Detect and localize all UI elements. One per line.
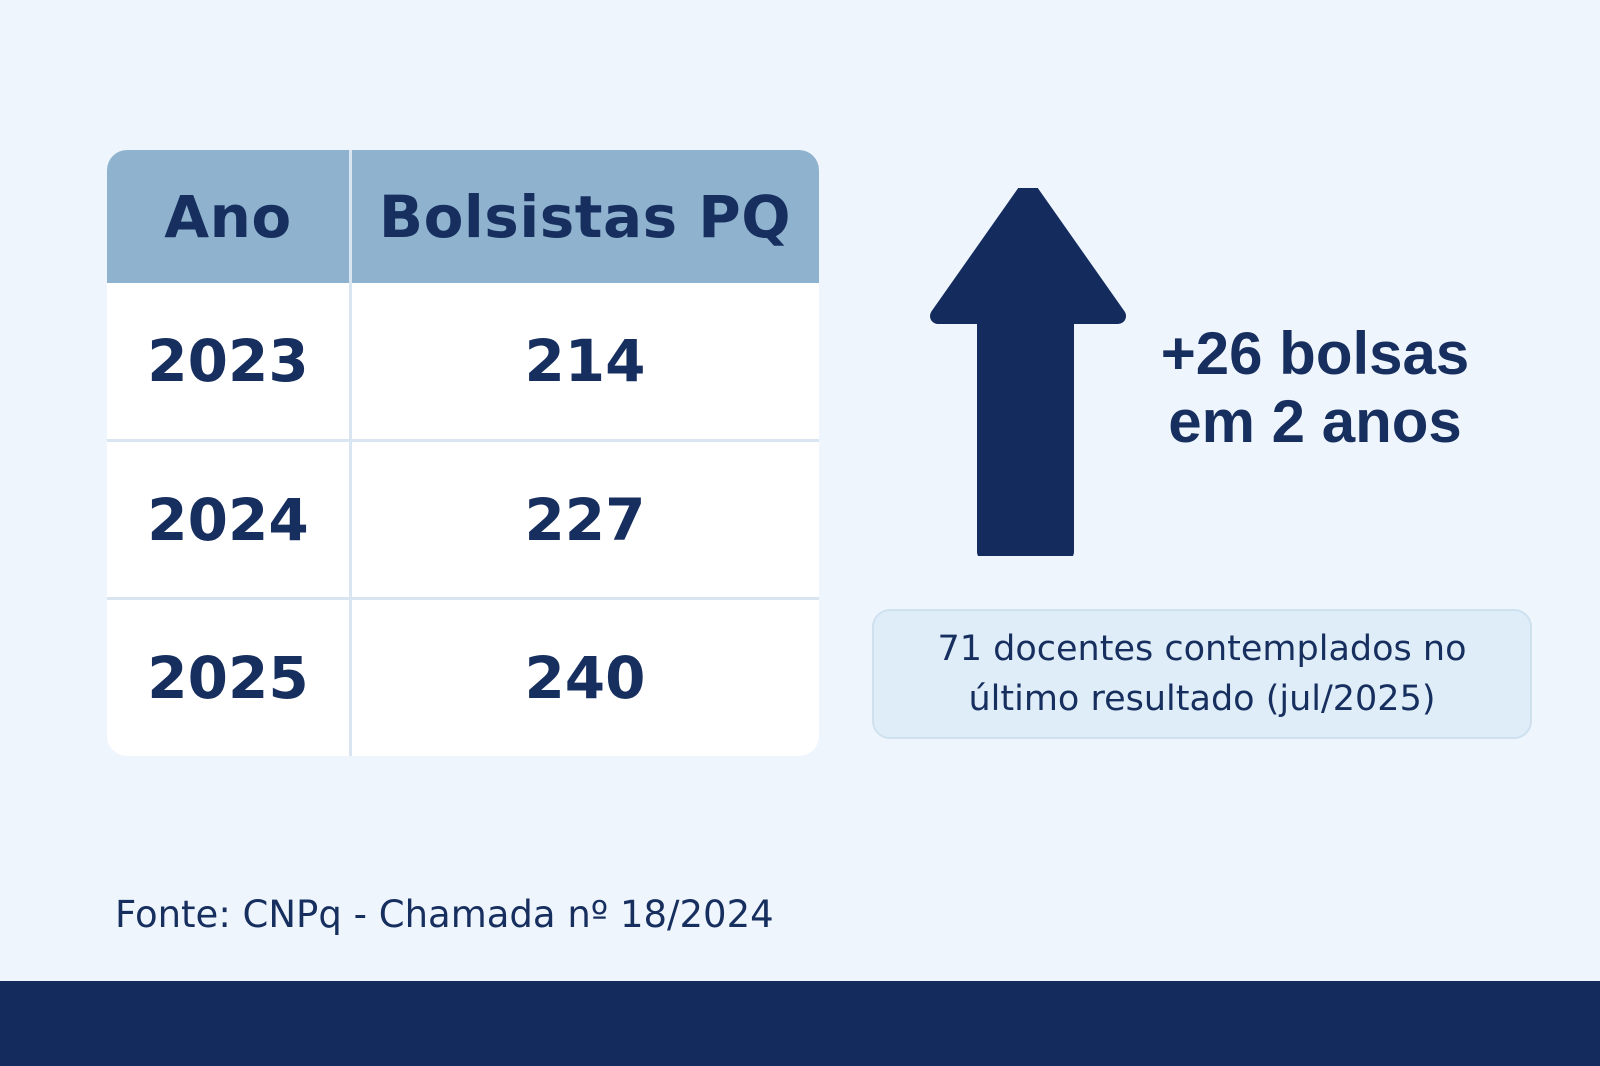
result-callout: 71 docentes contemplados no último resul… (872, 609, 1532, 739)
growth-headline-line2: em 2 anos (1168, 388, 1462, 455)
table-cell-value: 214 (524, 326, 646, 395)
table-header (107, 150, 819, 283)
footer-bar (0, 981, 1600, 1066)
growth-headline: +26 bolsas em 2 anos (1140, 320, 1490, 456)
column-header-year: Ano (164, 182, 292, 251)
data-table: Ano Bolsistas PQ 2023 214 2024 227 2025 … (107, 150, 819, 756)
column-header-bolsistas: Bolsistas PQ (378, 182, 792, 251)
callout-line2: último resultado (jul/2025) (968, 679, 1436, 719)
table-cell-value: 227 (524, 485, 646, 554)
arrow-up-icon (930, 188, 1126, 556)
column-divider (349, 150, 352, 756)
source-note: Fonte: CNPq - Chamada nº 18/2024 (115, 893, 774, 936)
table-cell-year: 2025 (147, 643, 309, 712)
row-divider (107, 439, 819, 442)
table-cell-year: 2023 (147, 326, 309, 395)
row-divider (107, 597, 819, 600)
growth-headline-line1: +26 bolsas (1160, 320, 1470, 387)
table-cell-value: 240 (524, 643, 646, 712)
table-cell-year: 2024 (147, 485, 309, 554)
callout-line1: 71 docentes contemplados no (937, 629, 1467, 669)
